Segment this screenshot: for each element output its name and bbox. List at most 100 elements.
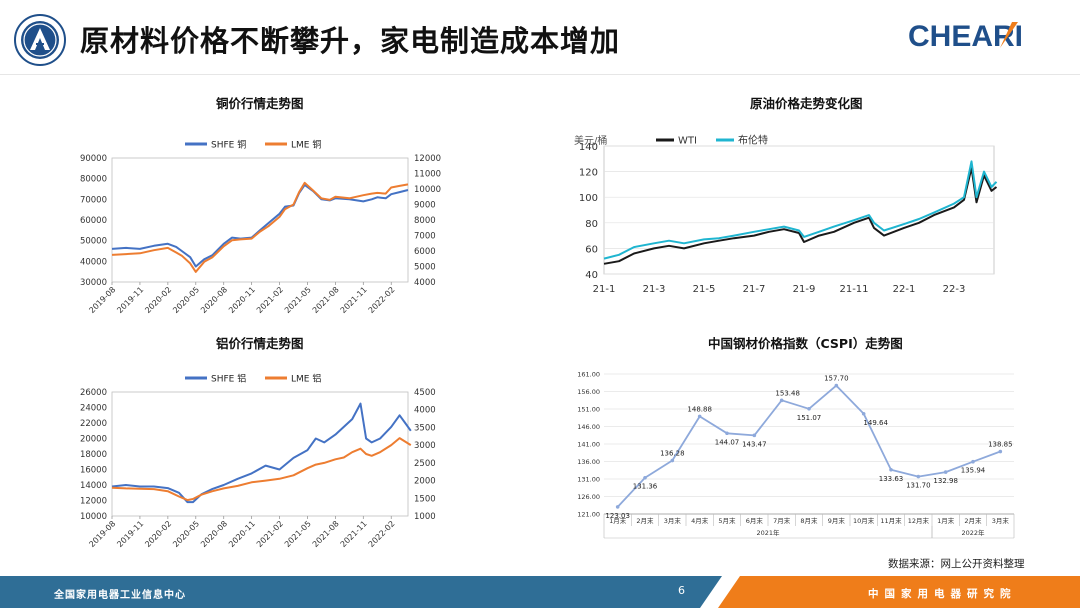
aluminum-y-left-tick-label: 12000 [80,497,107,507]
copper-x-tick-label: 2020-02 [143,285,173,315]
cspi-y-tick-label: 131.00 [577,476,600,484]
copper-y-right-tick-label: 5000 [414,263,436,273]
cspi-data-label: 132.98 [933,477,958,485]
institute-seal-logo [14,14,66,66]
crude-y-tick-label: 40 [585,270,598,281]
header-divider [0,74,1080,75]
copper-y-left-tick-label: 90000 [80,154,107,164]
aluminum-y-right-tick-label: 1000 [414,512,436,522]
copper-y-left-tick-label: 80000 [80,175,107,185]
cspi-data-label: 136.28 [660,450,685,458]
copper-y-right-tick-label: 4000 [414,278,436,288]
cheari-brand-logo: CHEARI [908,20,1023,53]
copper-x-tick-label: 2020-08 [199,285,229,315]
copper-y-right-tick-label: 11000 [414,170,441,180]
cspi-data-label: 138.85 [988,441,1013,449]
aluminum-y-left-tick-label: 26000 [80,388,107,398]
cspi-data-point [889,467,893,472]
copper-y-right-tick-label: 7000 [414,232,436,242]
cspi-year-label: 2021年 [756,528,780,537]
copper-x-tick-label: 2021-05 [283,285,313,315]
copper-x-tick-label: 2020-11 [227,285,257,315]
aluminum-x-tick-label: 2021-05 [283,519,313,549]
aluminum-x-tick-label: 2020-05 [171,519,201,549]
crude-x-tick-label: 21-11 [839,284,868,295]
copper-y-left-tick-label: 40000 [80,257,107,267]
crude-x-tick-label: 21-9 [793,284,816,295]
cspi-data-point [971,459,975,464]
crude-y-tick-label: 100 [579,193,598,204]
copper-x-tick-label: 2021-02 [255,285,285,315]
aluminum-x-tick-label: 2019-08 [87,519,117,549]
aluminum-x-tick-label: 2022-02 [367,519,397,549]
copper-y-left-tick-label: 50000 [80,237,107,247]
copper-y-right-tick-label: 9000 [414,201,436,211]
data-source-note: 数据来源：网上公开资料整理 [888,558,1025,570]
cspi-x-tick-label: 5月末 [718,516,736,525]
cspi-x-tick-label: 12月末 [908,516,930,525]
cspi-x-tick-label: 4月末 [691,516,709,525]
aluminum-y-right-tick-label: 4500 [414,388,436,398]
aluminum-y-left-tick-label: 22000 [80,419,107,429]
copper-x-tick-label: 2022-02 [367,285,397,315]
cspi-data-point [752,433,757,438]
crude-plot-frame [603,145,995,275]
aluminum-series-line-1 [111,437,412,502]
aluminum-y-left-tick-label: 18000 [80,450,107,460]
cspi-x-tick-label: 11月末 [880,516,902,525]
cspi-data-point [697,414,702,419]
cspi-data-label: 135.94 [961,467,986,475]
cspi-year-label: 2022年 [961,528,985,537]
cspi-chart-title: 中国钢材价格指数（CSPI）走势图 [708,336,903,351]
cspi-x-tick-label: 3月末 [992,516,1010,525]
crude-x-tick-label: 21-7 [743,284,766,295]
aluminum-x-tick-label: 2021-11 [339,519,369,549]
aluminum-x-tick-label: 2019-11 [115,519,145,549]
cspi-data-point [670,458,675,463]
cspi-data-point [643,475,647,480]
copper-x-tick-label: 2021-08 [311,285,341,315]
cspi-y-tick-label: 161.00 [577,371,600,379]
aluminum-x-tick-label: 2020-08 [199,519,229,549]
aluminum-price-chart: 10000 12000 14000 16000 18000 20000 22000 24000… [80,373,436,550]
cspi-data-label: 131.70 [906,482,931,490]
copper-x-tick-label: 2020-05 [171,285,201,315]
cspi-data-label: 144.07 [715,438,740,446]
aluminum-y-left-tick-label: 10000 [80,512,107,522]
crude-legend-label: WTI [678,136,697,147]
footer-left-text: 全国家用电器工业信息中心 [54,590,186,601]
cspi-data-point [725,431,729,436]
copper-y-left-tick-label: 70000 [80,195,107,205]
cspi-y-tick-label: 156.00 [577,388,600,396]
cspi-x-tick-label: 8月末 [800,516,818,525]
cspi-x-tick-label: 1月末 [609,516,627,525]
page-number: 6 [678,584,685,597]
copper-y-right-tick-label: 6000 [414,247,436,257]
cspi-x-tick-label: 10月末 [853,516,875,525]
brand-text: CHEARI [908,20,1023,53]
crude-x-tick-label: 21-1 [593,284,616,295]
aluminum-legend-label: SHFE 铝 [211,373,246,385]
cspi-data-point [943,470,948,474]
aluminum-x-tick-label: 2020-02 [143,519,173,549]
aluminum-y-right-tick-label: 2500 [414,459,436,469]
cspi-data-label: 133.63 [879,475,904,483]
cspi-series-line [617,384,1001,508]
copper-x-tick-label: 2019-08 [87,285,117,315]
copper-legend-label: SHFE 铜 [211,139,246,151]
cspi-data-point [834,383,839,388]
aluminum-x-tick-label: 2021-02 [255,519,285,549]
copper-series-line-0 [111,183,409,268]
aluminum-legend-label: LME 铝 [291,373,321,385]
aluminum-y-left-tick-label: 14000 [80,481,107,491]
cspi-data-label: 123.03 [605,512,630,520]
aluminum-y-right-tick-label: 1500 [414,494,436,504]
crude-x-tick-label: 21-3 [643,284,666,295]
crude-oil-price-chart: 40 60 80 100 120 140 21-1 21-3 21-5 21-7 21-9 21-11… [574,134,998,295]
cspi-data-label: 151.07 [797,414,822,422]
aluminum-series-line-0 [111,402,412,504]
copper-chart-title: 铜价行情走势图 [216,96,304,111]
footer-right-text: 中国家用电器研究院 [868,588,1017,600]
copper-y-right-tick-label: 12000 [414,154,441,164]
aluminum-y-right-tick-label: 3000 [414,441,436,451]
